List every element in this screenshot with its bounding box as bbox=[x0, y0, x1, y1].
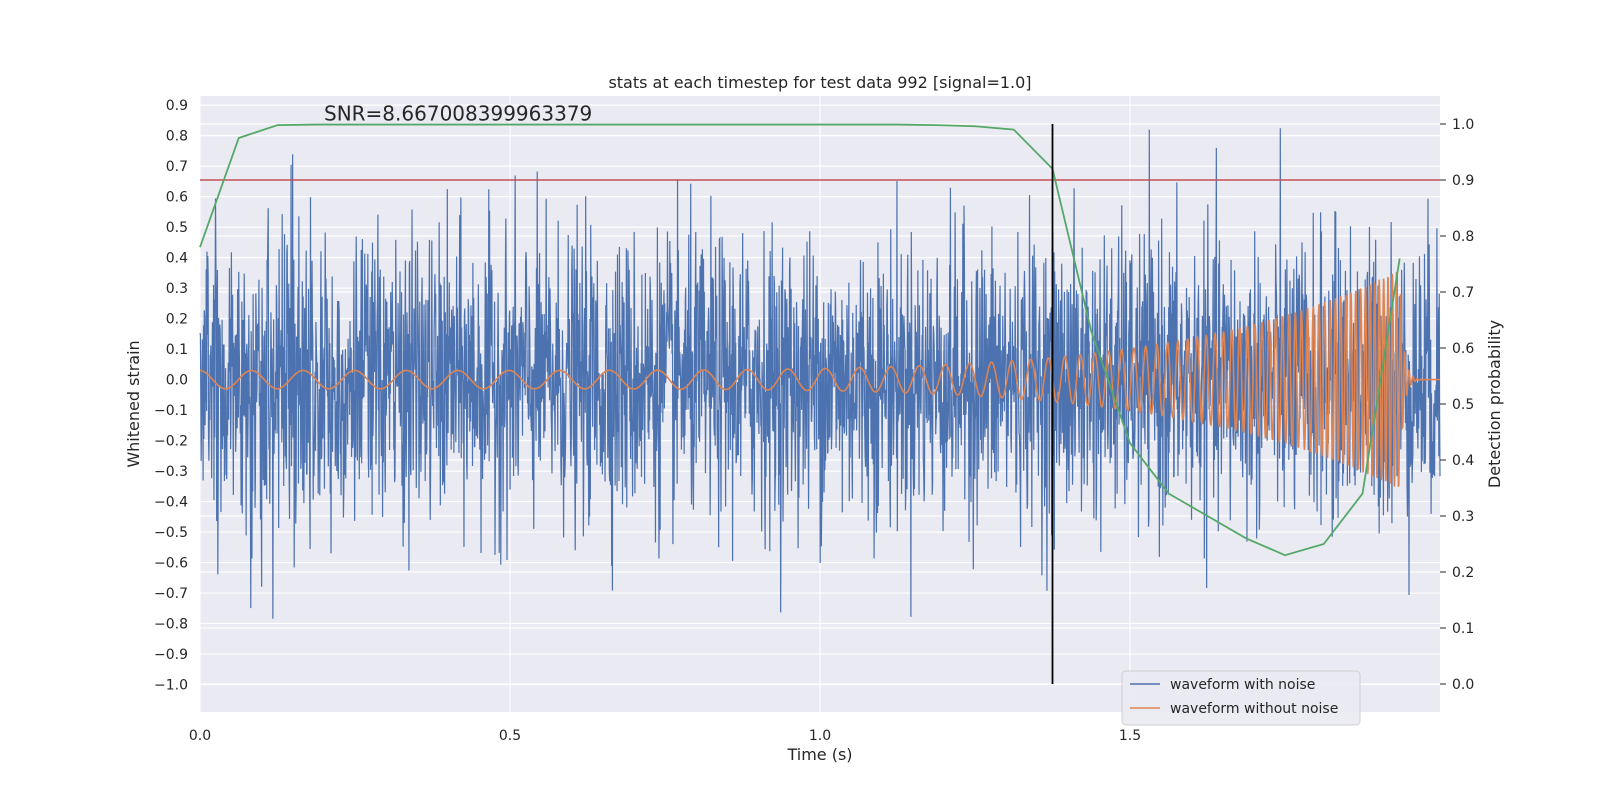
y2-axis-label: Detection probability bbox=[1485, 320, 1504, 488]
y-tick-label: −0.1 bbox=[154, 403, 188, 419]
y-tick-label: −0.7 bbox=[154, 586, 188, 602]
y-tick-label: 0.7 bbox=[166, 159, 188, 175]
y2-tick-label: 0.7 bbox=[1452, 285, 1474, 301]
y-tick-label: 0.9 bbox=[166, 98, 188, 114]
y2-tick-label: 1.0 bbox=[1452, 117, 1474, 133]
signal-series bbox=[199, 271, 1440, 488]
probability-series bbox=[199, 123, 1440, 684]
y2-tick-label: 0.0 bbox=[1452, 677, 1474, 693]
y-tick-label: −1.0 bbox=[154, 678, 188, 694]
y-tick-label: 0.6 bbox=[166, 190, 188, 206]
legend-label-signal: waveform without noise bbox=[1170, 701, 1338, 717]
legend-label-noise: waveform with noise bbox=[1170, 677, 1315, 693]
y2-tick-label: 0.9 bbox=[1452, 173, 1474, 189]
y-tick-label: 0.8 bbox=[166, 129, 188, 145]
y2-tick-label: 0.1 bbox=[1452, 621, 1474, 637]
y2-tick-label: 0.3 bbox=[1452, 509, 1474, 525]
x-tick-label: 1.5 bbox=[1119, 728, 1141, 744]
x-axis-label: Time (s) bbox=[786, 745, 852, 764]
detection-probability-line bbox=[199, 123, 1401, 557]
y-tick-label: 0.1 bbox=[166, 342, 188, 358]
y-tick-label: −0.3 bbox=[154, 464, 188, 480]
y-tick-label: 0.4 bbox=[166, 251, 188, 267]
y-axis-label: Whitened strain bbox=[124, 340, 143, 467]
y-tick-label: 0.0 bbox=[166, 373, 188, 389]
y-tick-label: −0.5 bbox=[154, 525, 188, 541]
x-tick-label: 1.0 bbox=[809, 728, 831, 744]
y2-tick-label: 0.2 bbox=[1452, 565, 1474, 581]
y2-tick-label: 0.5 bbox=[1452, 397, 1474, 413]
y-tick-label: −0.8 bbox=[154, 617, 188, 633]
clean-waveform-line bbox=[199, 271, 1440, 488]
y-tick-label: 0.5 bbox=[166, 220, 188, 236]
y-ticks: 0.9 0.8 0.7 0.6 0.5 0.4 0.3 0.2 0.1 0.0 −0.1 −0.2 −0… bbox=[154, 98, 188, 693]
y-tick-label: −0.4 bbox=[154, 495, 188, 511]
x-tick-label: 0.0 bbox=[189, 728, 211, 744]
legend-box bbox=[1121, 670, 1361, 726]
y2-tick-label: 0.6 bbox=[1452, 341, 1474, 357]
chart-title: stats at each timestep for test data 992… bbox=[608, 73, 1031, 92]
x-ticks: 0.0 0.5 1.0 1.5 bbox=[189, 728, 1141, 744]
noise-waveform-line bbox=[199, 128, 1441, 619]
y2-tick-label: 0.4 bbox=[1452, 453, 1474, 469]
legend: waveform with noise waveform without noi… bbox=[1121, 670, 1361, 726]
y-tick-label: 0.3 bbox=[166, 281, 188, 297]
y2-ticks: 1.0 0.9 0.8 0.7 0.6 0.5 0.4 0.3 0.2 0.1 0.0 bbox=[1440, 117, 1474, 693]
y-tick-label: −0.9 bbox=[154, 647, 188, 663]
y2-tick-label: 0.8 bbox=[1452, 229, 1474, 245]
snr-annotation: SNR=8.667008399963379 bbox=[324, 101, 592, 125]
noise-series bbox=[199, 128, 1441, 619]
y-tick-label: −0.6 bbox=[154, 556, 188, 572]
y-tick-label: −0.2 bbox=[154, 434, 188, 450]
x-tick-label: 0.5 bbox=[499, 728, 521, 744]
y-tick-label: 0.2 bbox=[166, 312, 188, 328]
